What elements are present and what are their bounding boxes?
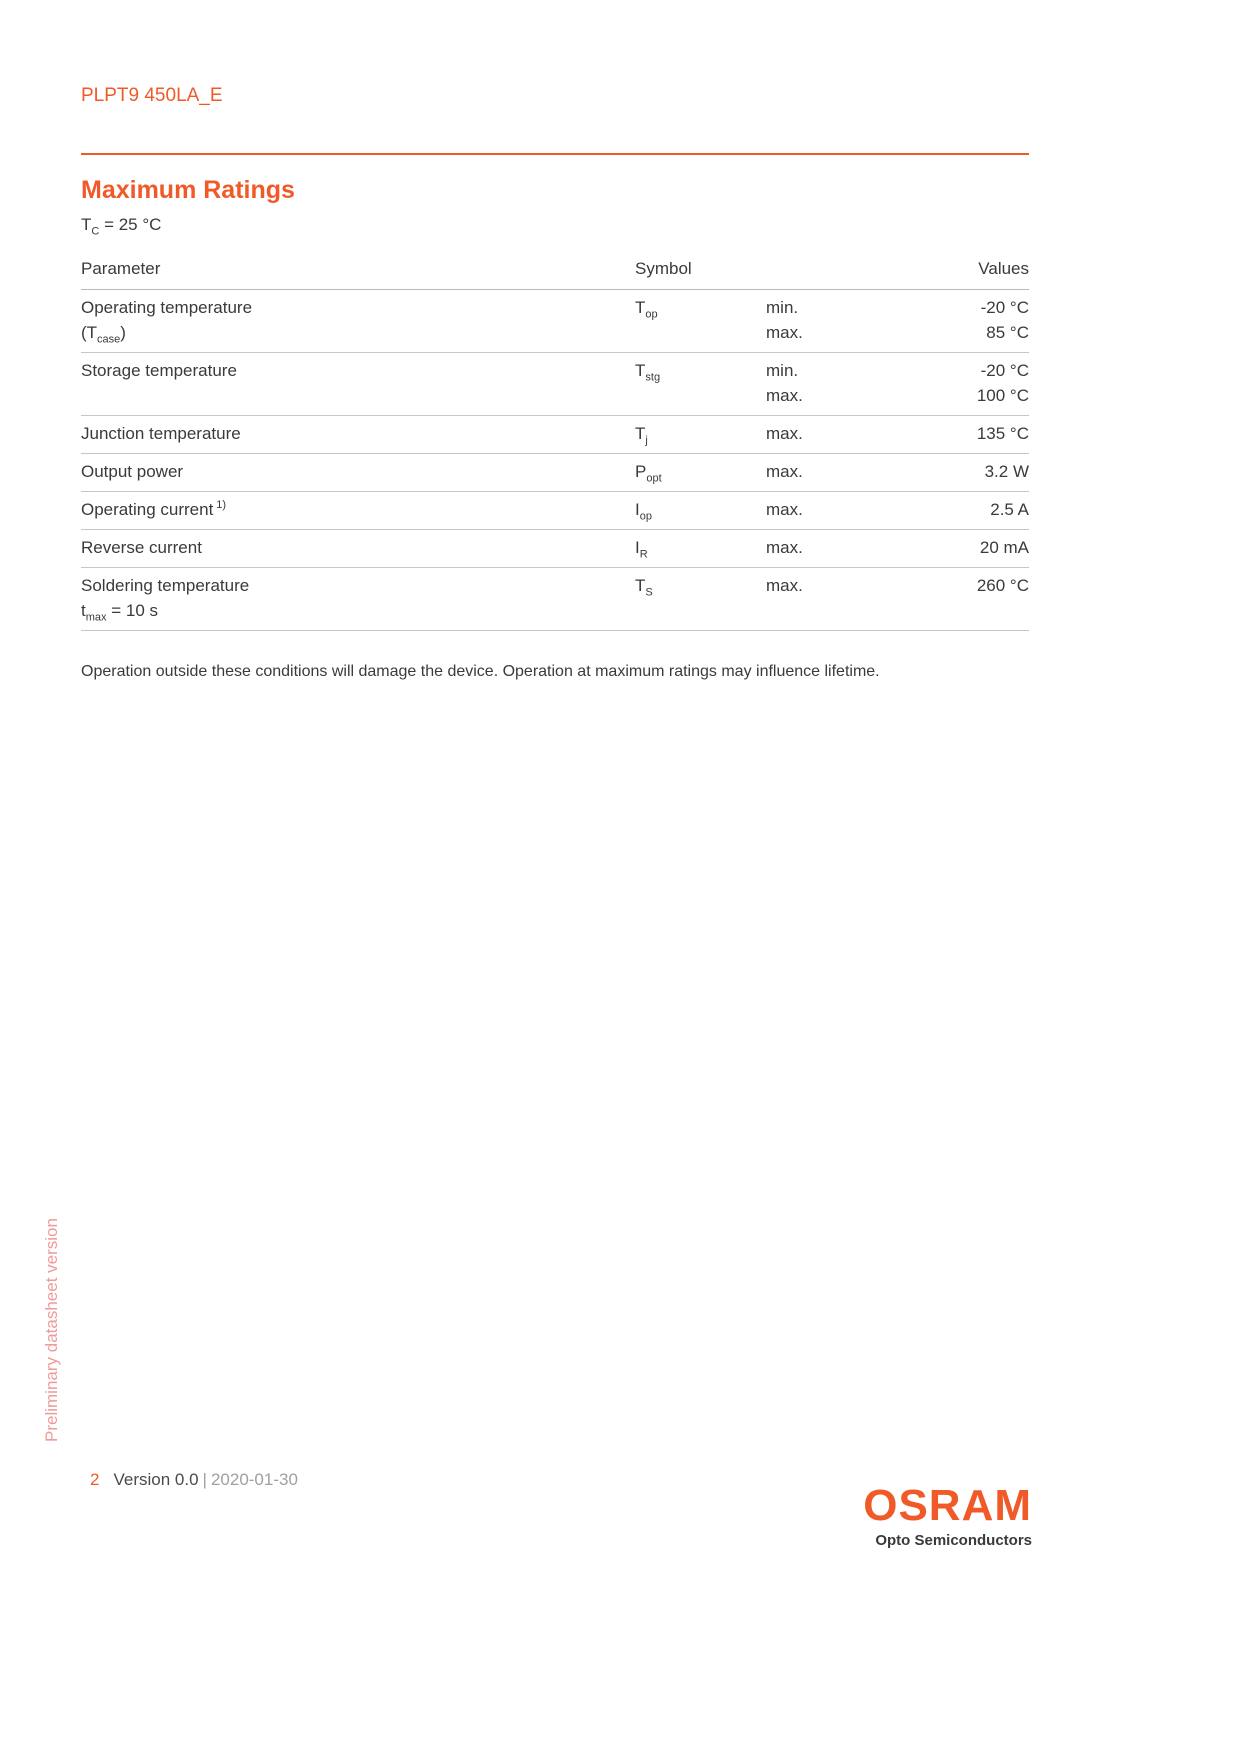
footer: 2 Version 0.0 | 2020-01-30 <box>90 1470 298 1490</box>
parameter-cell: Reverse current <box>81 535 635 560</box>
parameter-label: Reverse current <box>81 538 202 557</box>
col-values: Values <box>978 259 1029 278</box>
limit-cell: max. <box>766 535 906 560</box>
value-max: 85 °C <box>986 323 1029 342</box>
limit-max: max. <box>766 538 803 557</box>
footer-separator: | <box>202 1470 207 1489</box>
parameter-cell: Operating current 1) <box>81 497 635 522</box>
value-cell: 135 °C <box>906 421 1029 446</box>
limit-max: max. <box>766 424 803 443</box>
limit-max: max. <box>766 500 803 519</box>
symbol-cell: Popt <box>635 462 662 485</box>
value-cell: 260 °C <box>906 573 1029 623</box>
note-text: Operation outside these conditions will … <box>81 663 880 680</box>
test-condition: TC = 25 °C <box>81 215 1029 238</box>
table-row-reverse-current: Reverse current IR max. 20 mA <box>81 530 1029 568</box>
limit-cell: min. max. <box>766 295 906 345</box>
limit-min: min. <box>766 298 799 317</box>
header-rule <box>81 153 1029 155</box>
main-content: Maximum Ratings TC = 25 °C Parameter Sym… <box>81 176 1029 697</box>
value-max: 3.2 W <box>984 462 1029 481</box>
col-limit <box>766 259 906 279</box>
value-cell: 20 mA <box>906 535 1029 560</box>
value-cell: 2.5 A <box>906 497 1029 522</box>
limit-cell: min. max. <box>766 358 906 408</box>
limit-max: max. <box>766 323 803 342</box>
symbol-cell: TS <box>635 576 653 599</box>
limit-cell: max. <box>766 497 906 522</box>
limit-cell: max. <box>766 573 906 623</box>
parameter-label: Junction temperature <box>81 424 241 443</box>
limit-max: max. <box>766 462 803 481</box>
parameter-label: Operating current 1) <box>81 499 227 519</box>
parameter-cell: Storage temperature <box>81 358 635 408</box>
symbol-cell: IR <box>635 538 648 561</box>
product-title: PLPT9 450LA_E <box>81 85 223 106</box>
symbol-cell: Tj <box>635 424 648 447</box>
col-symbol: Symbol <box>635 259 692 278</box>
limit-cell: max. <box>766 459 906 484</box>
symbol-cell: Iop <box>635 500 652 523</box>
parameter-label: Storage temperature <box>81 361 237 380</box>
value-max: 260 °C <box>976 576 1029 595</box>
value-min: -20 °C <box>980 298 1029 317</box>
limit-max: max. <box>766 576 803 595</box>
table-row-soldering-temperature: Soldering temperature tmax = 10 s TS max… <box>81 568 1029 631</box>
section-title: Maximum Ratings <box>81 176 295 204</box>
condition-value: = 25 °C <box>99 215 162 234</box>
table-row-operating-temperature: Operating temperature (Tcase) Top min. m… <box>81 290 1029 353</box>
symbol-cell: Tstg <box>635 361 661 384</box>
watermark-preliminary: Preliminary datasheet version <box>42 1218 61 1442</box>
parameter-cell: Output power <box>81 459 635 484</box>
date-text: 2020-01-30 <box>210 1470 298 1489</box>
condition-subscript: C <box>91 225 100 238</box>
table-row-output-power: Output power Popt max. 3.2 W <box>81 454 1029 492</box>
parameter-label: Operating temperature <box>81 298 253 317</box>
parameter-label-line2: (Tcase) <box>81 323 126 346</box>
brand-tagline: Opto Semiconductors <box>875 1532 1032 1549</box>
limit-cell: max. <box>766 421 906 446</box>
symbol-cell: Top <box>635 298 658 321</box>
table-row-junction-temperature: Junction temperature Tj max. 135 °C <box>81 416 1029 454</box>
value-max: 135 °C <box>976 424 1029 443</box>
table-row-operating-current: Operating current 1) Iop max. 2.5 A <box>81 492 1029 530</box>
limit-min: min. <box>766 361 799 380</box>
value-max: 2.5 A <box>990 500 1029 519</box>
value-max: 20 mA <box>979 538 1029 557</box>
table-row-storage-temperature: Storage temperature Tstg min. max. -20 °… <box>81 353 1029 416</box>
col-parameter: Parameter <box>81 259 161 278</box>
value-cell: -20 °C 100 °C <box>906 358 1029 408</box>
limit-max: max. <box>766 386 803 405</box>
value-cell: 3.2 W <box>906 459 1029 484</box>
value-max: 100 °C <box>976 386 1029 405</box>
version-text: Version 0.0 <box>113 1470 199 1489</box>
parameter-cell: Junction temperature <box>81 421 635 446</box>
condition-symbol: T <box>81 215 92 234</box>
parameter-label: Output power <box>81 462 184 481</box>
table-header: Parameter Symbol Values <box>81 259 1029 290</box>
parameter-cell: Operating temperature (Tcase) <box>81 295 635 345</box>
value-cell: -20 °C 85 °C <box>906 295 1029 345</box>
footnote-reference: 1) <box>216 499 227 512</box>
brand-block: OSRAM Opto Semiconductors <box>863 1481 1032 1550</box>
osram-logo: OSRAM <box>863 1481 1032 1530</box>
parameter-cell: Soldering temperature tmax = 10 s <box>81 573 635 623</box>
parameter-label: Soldering temperature <box>81 576 250 595</box>
parameter-label-line2: tmax = 10 s <box>81 601 159 624</box>
value-min: -20 °C <box>980 361 1029 380</box>
page-number: 2 <box>90 1470 100 1489</box>
